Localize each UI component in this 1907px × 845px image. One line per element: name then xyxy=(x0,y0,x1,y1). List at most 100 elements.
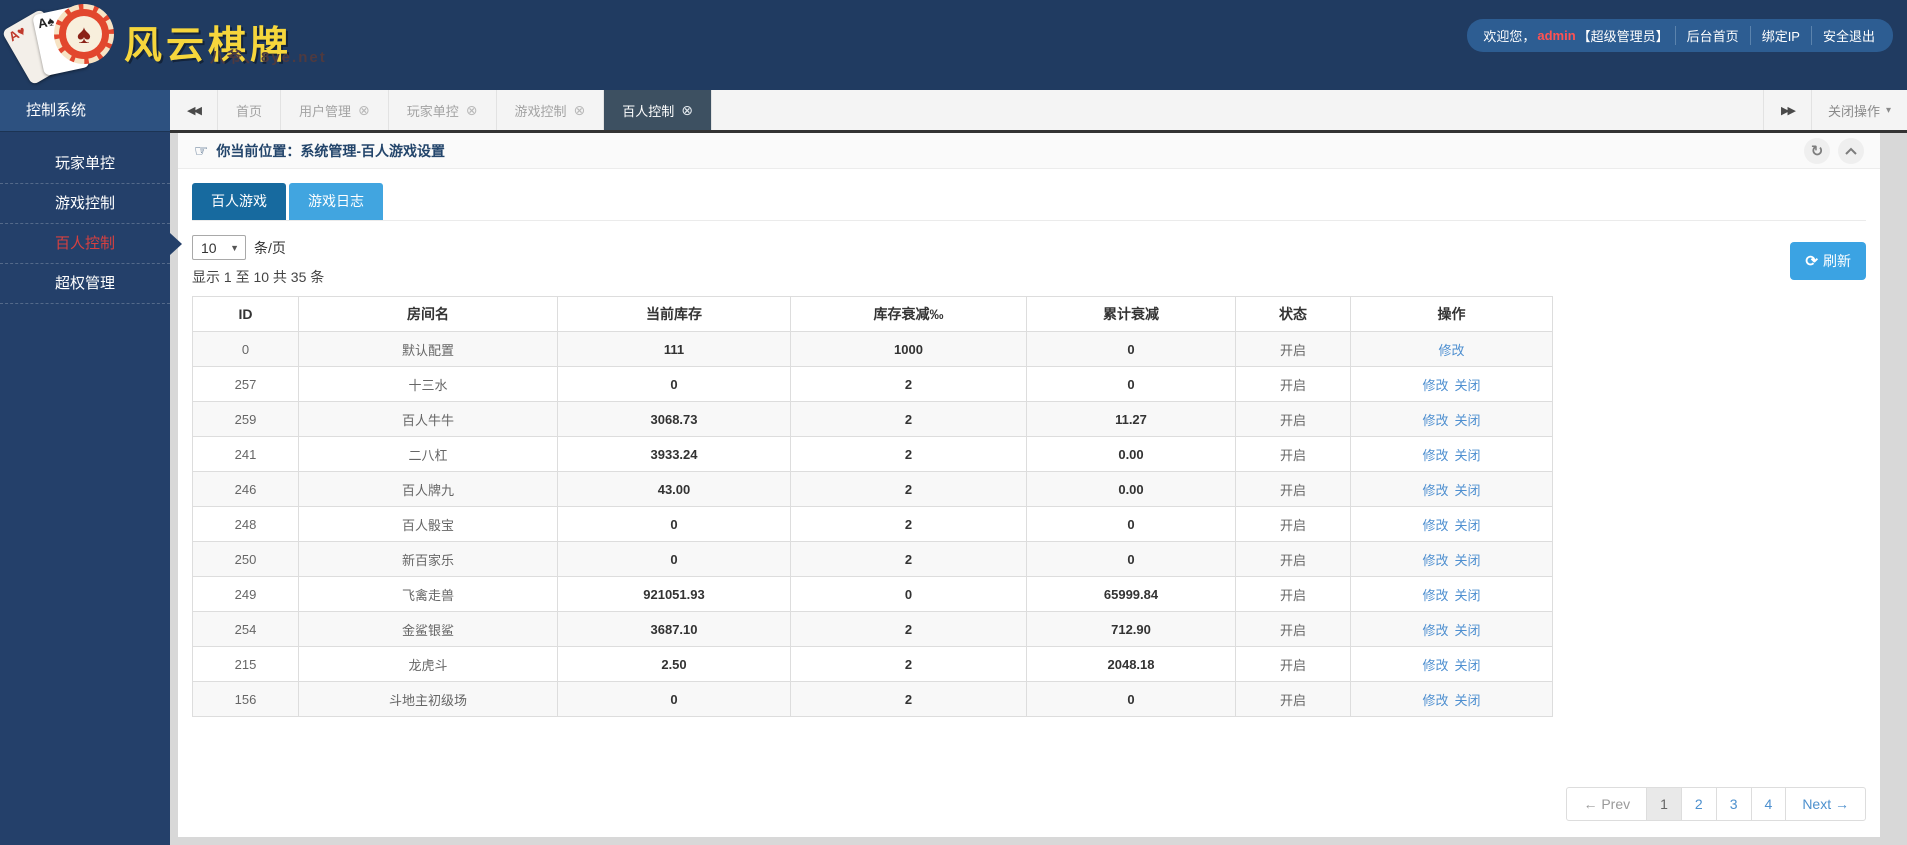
modify-link[interactable]: 修改 xyxy=(1422,622,1449,638)
modify-link[interactable]: 修改 xyxy=(1422,412,1449,428)
refresh-icon[interactable]: ↻ xyxy=(1804,137,1830,164)
column-header: 操作 xyxy=(1350,296,1553,332)
cell-id: 241 xyxy=(192,436,299,472)
toolbar-left: 10 ▼ 条/页 显示 1 至 10 共 35 条 xyxy=(192,235,324,287)
page-button-3[interactable]: 3 xyxy=(1715,787,1752,821)
header-link[interactable]: 后台首页 xyxy=(1674,26,1750,45)
cell-stock-decay: 2 xyxy=(790,541,1027,577)
tab-close-icon[interactable]: ⊗ xyxy=(573,101,586,118)
tabs-scroll-right-icon[interactable]: ▶▶ xyxy=(1762,90,1811,130)
close-operations-label: 关闭操作 xyxy=(1827,103,1880,119)
user-bar-links: 后台首页 绑定IP 安全退出 xyxy=(1674,26,1877,45)
cell-total-decay: 712.90 xyxy=(1026,611,1236,647)
cell-id: 250 xyxy=(192,541,299,577)
modify-link[interactable]: 修改 xyxy=(1422,657,1449,673)
close-link[interactable]: 关闭 xyxy=(1454,517,1481,533)
page-button-1[interactable]: 1 xyxy=(1646,787,1682,821)
sidebar-item[interactable]: 百人控制 xyxy=(0,224,182,264)
next-button[interactable]: Next → xyxy=(1785,787,1866,821)
role-badge: 【超级管理员】 xyxy=(1577,29,1669,44)
nav-tab[interactable]: 百人控制 ⊗ xyxy=(604,90,713,130)
modify-link[interactable]: 修改 xyxy=(1438,342,1465,358)
page-button-2[interactable]: 2 xyxy=(1680,787,1717,821)
cell-actions: 修改 关闭 xyxy=(1350,436,1553,472)
game-tab[interactable]: 百人游戏 xyxy=(192,183,286,220)
collapse-up-icon[interactable] xyxy=(1838,137,1864,164)
modify-link[interactable]: 修改 xyxy=(1422,517,1449,533)
cell-stock-decay: 2 xyxy=(790,506,1027,542)
modify-link[interactable]: 修改 xyxy=(1422,447,1449,463)
cell-id: 246 xyxy=(192,471,299,507)
page-size-select[interactable]: 10 ▼ xyxy=(192,235,246,260)
close-link[interactable]: 关闭 xyxy=(1454,482,1481,498)
spade-icon: ♠ xyxy=(66,16,102,52)
cell-current-stock: 3068.73 xyxy=(557,401,791,437)
cell-status: 开启 xyxy=(1235,681,1351,717)
sidebar-item[interactable]: 超权管理 xyxy=(0,264,170,304)
header-link[interactable]: 绑定IP xyxy=(1749,26,1811,45)
sidebar-item[interactable]: 玩家单控 xyxy=(0,144,170,184)
cell-status: 开启 xyxy=(1235,366,1351,402)
main-layout: 控制系统 玩家单控 游戏控制 百人控制 超权管理 ◀◀ 首页 用户管理 ⊗ 玩家单控 ⊗ 游戏控… xyxy=(0,90,1907,845)
cell-total-decay: 65999.84 xyxy=(1026,576,1236,612)
column-header: ID xyxy=(192,296,299,332)
table-row: 241 二八杠 3933.24 2 0.00 开启 修改 关闭 xyxy=(192,436,1553,472)
nav-tab-label: 用户管理 xyxy=(299,103,352,119)
column-header: 累计衰减 xyxy=(1026,296,1236,332)
cell-actions: 修改 关闭 xyxy=(1350,401,1553,437)
close-operations-dropdown[interactable]: 关闭操作 ▾ xyxy=(1810,90,1907,130)
cell-current-stock: 111 xyxy=(557,331,791,367)
cell-total-decay: 11.27 xyxy=(1026,401,1236,437)
tab-close-icon[interactable]: ⊗ xyxy=(358,101,370,118)
app-logo: A♥ A♠ ♠ 风云棋牌 xyxy=(0,0,1907,90)
close-link[interactable]: 关闭 xyxy=(1454,622,1481,638)
close-link[interactable]: 关闭 xyxy=(1454,587,1481,603)
table-row: 215 龙虎斗 2.50 2 2048.18 开启 修改 关闭 xyxy=(192,646,1553,682)
modify-link[interactable]: 修改 xyxy=(1422,377,1449,393)
refresh-button-label: 刷新 xyxy=(1823,253,1851,269)
active-item-arrow-icon xyxy=(170,232,182,255)
page-size-unit: 条/页 xyxy=(254,239,286,256)
column-header: 房间名 xyxy=(298,296,558,332)
sidebar: 控制系统 玩家单控 游戏控制 百人控制 超权管理 xyxy=(0,90,182,845)
modify-link[interactable]: 修改 xyxy=(1422,482,1449,498)
nav-tab[interactable]: 首页 xyxy=(218,90,282,130)
cell-room-name: 飞禽走兽 xyxy=(298,576,558,612)
header-link[interactable]: 安全退出 xyxy=(1810,26,1877,45)
sidebar-section-title: 控制系统 xyxy=(0,90,170,132)
nav-tab[interactable]: 游戏控制 ⊗ xyxy=(497,90,605,130)
cell-room-name: 十三水 xyxy=(298,366,558,402)
close-link[interactable]: 关闭 xyxy=(1454,412,1481,428)
nav-tab[interactable]: 玩家单控 ⊗ xyxy=(389,90,497,130)
cell-room-name: 金鲨银鲨 xyxy=(298,611,558,647)
cell-stock-decay: 0 xyxy=(790,576,1027,612)
game-tab[interactable]: 游戏日志 xyxy=(289,183,383,220)
close-link[interactable]: 关闭 xyxy=(1454,377,1481,393)
cell-stock-decay: 2 xyxy=(790,646,1027,682)
cell-status: 开启 xyxy=(1235,646,1351,682)
cell-current-stock: 0 xyxy=(557,506,791,542)
cell-room-name: 斗地主初级场 xyxy=(298,681,558,717)
modify-link[interactable]: 修改 xyxy=(1422,692,1449,708)
table-row: 246 百人牌九 43.00 2 0.00 开启 修改 关闭 xyxy=(192,471,1553,507)
table-row: 0 默认配置 111 1000 0 开启 修改 xyxy=(192,331,1553,367)
close-link[interactable]: 关闭 xyxy=(1454,692,1481,708)
cell-current-stock: 0 xyxy=(557,366,791,402)
prev-button[interactable]: ← Prev xyxy=(1566,787,1648,821)
nav-tab[interactable]: 用户管理 ⊗ xyxy=(281,90,389,130)
close-link[interactable]: 关闭 xyxy=(1454,552,1481,568)
column-header: 库存衰减‰ xyxy=(790,296,1027,332)
tabs-scroll-left-icon[interactable]: ◀◀ xyxy=(170,90,218,130)
modify-link[interactable]: 修改 xyxy=(1422,587,1449,603)
close-link[interactable]: 关闭 xyxy=(1454,657,1481,673)
cell-current-stock: 2.50 xyxy=(557,646,791,682)
page-button-4[interactable]: 4 xyxy=(1750,787,1787,821)
refresh-button[interactable]: ⟳ 刷新 xyxy=(1790,242,1866,280)
sidebar-item[interactable]: 游戏控制 xyxy=(0,184,170,224)
tab-close-icon[interactable]: ⊗ xyxy=(681,101,694,118)
close-link[interactable]: 关闭 xyxy=(1454,447,1481,463)
modify-link[interactable]: 修改 xyxy=(1422,552,1449,568)
cell-room-name: 二八杠 xyxy=(298,436,558,472)
tabbar-spacer xyxy=(712,90,1763,130)
tab-close-icon[interactable]: ⊗ xyxy=(465,101,478,118)
